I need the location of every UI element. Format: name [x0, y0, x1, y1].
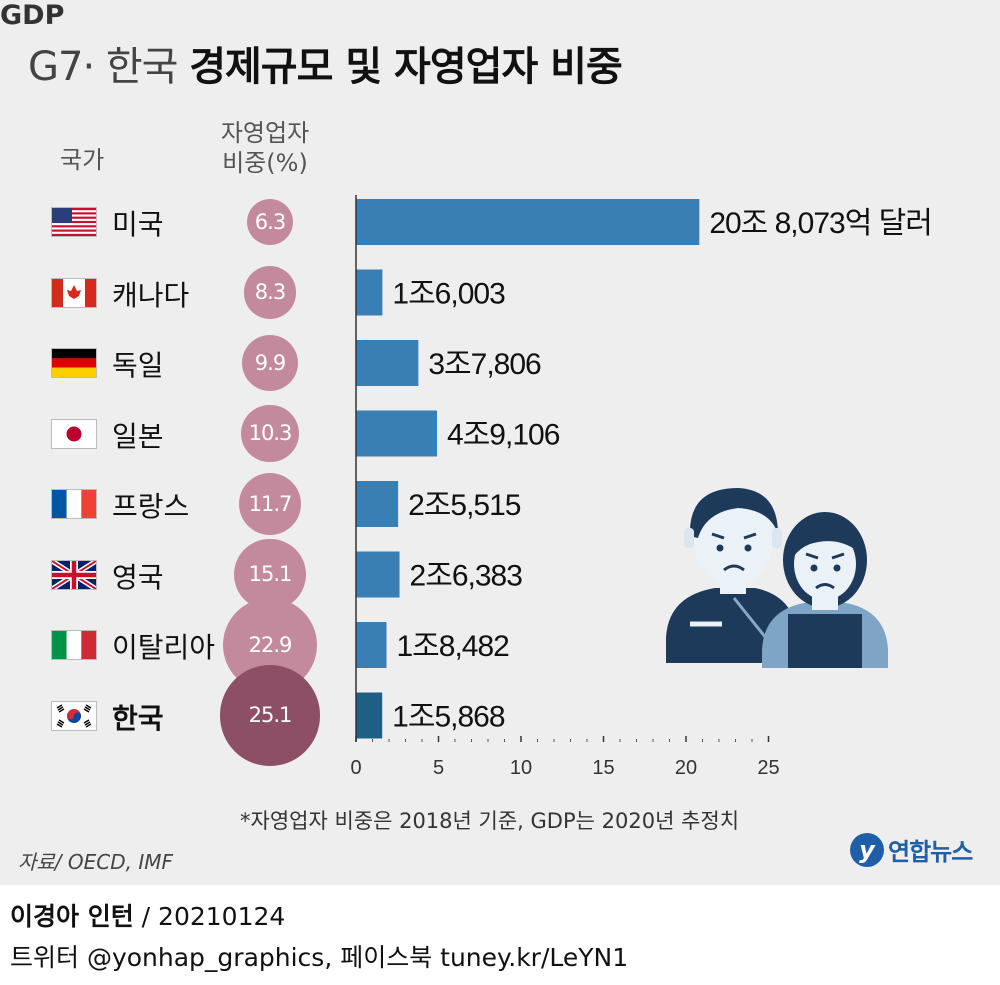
- gdp-bar: [356, 551, 400, 598]
- gdp-bar: [356, 692, 383, 739]
- gdp-bar: [356, 622, 387, 668]
- yonhap-logo-icon: y: [850, 832, 884, 867]
- gdp-value-label: 2조5,515: [408, 489, 521, 522]
- gdp-bar: [356, 269, 383, 316]
- gdp-bar-chart: 20조 8,073억 달러 1조6,003 3조7,806 4조9,106 2조5,51…: [350, 195, 933, 779]
- korea-flag-icon: [52, 701, 96, 730]
- gdp-value-label: 1조5,868: [392, 701, 505, 734]
- x-tick-label: 0: [350, 757, 361, 779]
- credit-line: 이경아 인턴 / 20210124: [10, 897, 285, 933]
- source-label: 자료/ OECD, IMF: [18, 850, 174, 874]
- footnote: *자영업자 비중은 2018년 기준, GDP는 2020년 추정치: [240, 809, 740, 833]
- gdp-value-label: 4조9,106: [447, 419, 560, 452]
- yonhap-logo: y 연합뉴스: [850, 832, 973, 867]
- gdp-value-label: 2조6,383: [410, 560, 523, 593]
- chart-title: G7· 한국 경제규모 및 자영업자 비중: [28, 34, 623, 92]
- gdp-column-header: GDP: [0, 0, 65, 31]
- x-tick-label: 15: [592, 757, 614, 779]
- country-label: 캐나다: [112, 278, 190, 312]
- france-flag-icon: [52, 490, 96, 518]
- self-employed-share-circle: 10.3: [241, 404, 299, 463]
- country-label: 한국: [112, 701, 164, 735]
- self-employed-header-line2: 비중(%): [222, 149, 308, 177]
- self-employed-header-line1: 자영업자: [220, 119, 310, 147]
- country-column-header: 국가: [60, 146, 105, 174]
- country-label: 독일: [112, 349, 164, 382]
- self-employed-share-circle: 25.1: [219, 665, 321, 766]
- country-label: 이탈리아: [112, 631, 216, 664]
- x-tick-label: 10: [510, 757, 532, 779]
- canada-flag-icon: [52, 278, 96, 307]
- infographic-card: G7· 한국 경제규모 및 자영업자 비중 국가 자영업자 비중(%) GDP …: [0, 0, 1000, 885]
- italy-flag-icon: [52, 631, 96, 659]
- credit-name: 이경아 인턴: [10, 902, 134, 931]
- gdp-bar: [356, 199, 700, 245]
- x-tick-label: 5: [433, 757, 444, 779]
- gdp-bar: [356, 340, 419, 386]
- japan-flag-icon: [52, 419, 96, 448]
- germany-flag-icon: [52, 349, 96, 377]
- x-tick-label: 25: [757, 757, 779, 779]
- gdp-bar: [356, 481, 399, 527]
- gdp-bar: [356, 410, 438, 457]
- country-label: 미국: [112, 208, 164, 241]
- credit-date: / 20210124: [133, 902, 286, 931]
- us-flag-icon: [52, 208, 96, 236]
- credit-links: 트위터 @yonhap_graphics, 페이스북 tuney.kr/LeYN…: [10, 943, 629, 972]
- self-employed-share-circle: 9.9: [241, 334, 299, 392]
- chart-title-light: G7· 한국: [28, 44, 178, 90]
- self-employed-share-circle: 8.3: [243, 266, 297, 319]
- yonhap-logo-text: 연합뉴스: [888, 838, 973, 866]
- gdp-value-label: 1조6,003: [392, 278, 505, 311]
- self-employed-column-header: 자영업자 비중(%): [200, 118, 330, 178]
- country-label: 영국: [112, 560, 164, 594]
- self-employed-people-illustration: [666, 488, 888, 668]
- self-employed-share-circle: 6.3: [246, 198, 294, 246]
- country-label: 프랑스: [112, 490, 190, 523]
- x-tick-label: 20: [675, 757, 697, 779]
- gdp-value-label: 3조7,806: [428, 348, 541, 381]
- gdp-value-label: 1조8,482: [396, 630, 509, 663]
- uk-flag-icon: [50, 558, 98, 591]
- self-employed-share-circle: 11.7: [239, 473, 301, 535]
- gdp-value-label: 20조 8,073억 달러: [709, 207, 932, 240]
- chart-title-bold: 경제규모 및 자영업자 비중: [189, 44, 623, 90]
- country-label: 일본: [112, 419, 164, 453]
